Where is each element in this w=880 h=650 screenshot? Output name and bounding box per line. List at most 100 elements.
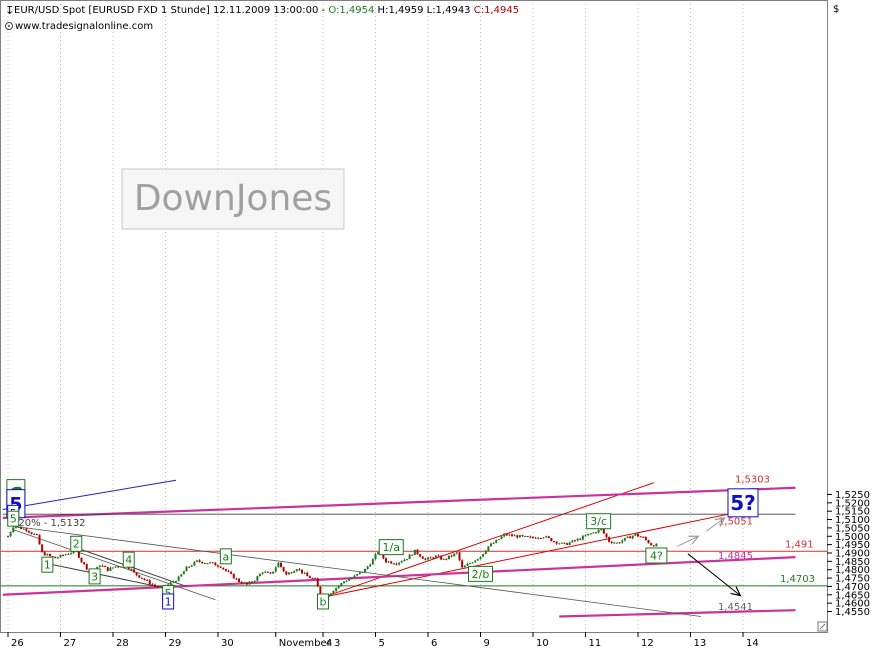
plot-frame (0, 0, 828, 633)
candle-body (568, 542, 571, 545)
candle-body (112, 567, 114, 569)
candle-body (518, 535, 521, 538)
low-value: L:1,4943 (423, 5, 470, 16)
candle-body (33, 533, 36, 535)
candle-body (140, 577, 143, 579)
candle-body (219, 566, 222, 568)
candle-body (30, 532, 33, 534)
candle-body (484, 550, 487, 554)
x-tick-label: 4 (326, 638, 332, 649)
candle-body (25, 528, 28, 531)
wave-label: 5 (10, 513, 17, 526)
candle-body (471, 562, 474, 564)
candle-body (245, 582, 248, 585)
x-tick-label: 12 (641, 638, 654, 649)
wave-label-box (162, 593, 175, 610)
candle-body (479, 556, 482, 559)
candle-body (154, 584, 156, 587)
x-tick-label: 5 (379, 638, 385, 649)
candle-body (508, 534, 511, 536)
candle-body (521, 535, 524, 537)
projection-arrow (687, 553, 741, 597)
candle-body (377, 552, 380, 555)
candle-body (461, 560, 464, 568)
candle-body (314, 578, 317, 580)
candle-body (227, 570, 230, 572)
candle-body (106, 567, 109, 571)
candle-body (429, 557, 432, 559)
candle-body (49, 554, 51, 557)
wave-label-box (586, 513, 612, 530)
x-tick-label: 30 (221, 638, 234, 649)
wave-label: 3 (91, 570, 98, 583)
wave-label-box (7, 510, 20, 527)
candle-body (618, 542, 621, 544)
candle-body (211, 562, 214, 564)
candle-body (151, 584, 154, 586)
candle-body (41, 544, 44, 553)
candle-body (623, 537, 626, 541)
candle-body (427, 557, 429, 560)
candle-body (77, 550, 80, 558)
candle-body (592, 532, 595, 534)
candle-body (482, 553, 485, 557)
candle-body (366, 566, 369, 570)
candle-body (180, 574, 183, 577)
candle-body (201, 561, 204, 564)
trendline-black (13, 525, 702, 617)
candle-body (143, 578, 146, 580)
candle-body (424, 558, 427, 560)
candle-body (17, 527, 20, 529)
candle-body (303, 572, 306, 574)
y-tick-label: 1,5250 (835, 490, 870, 501)
candle-body (311, 578, 314, 580)
candle-body (282, 567, 285, 572)
trendline-magenta (2, 486, 796, 519)
candle-body (390, 561, 393, 564)
candle-body (109, 567, 112, 571)
candle-body (539, 538, 542, 540)
candle-body (437, 555, 440, 557)
candle-body (345, 580, 348, 582)
candle-body (432, 557, 435, 559)
trendline-gray (44, 562, 166, 589)
x-tick-label: 29 (169, 638, 182, 649)
x-tick-label: 14 (746, 638, 759, 649)
candle-body (251, 581, 254, 583)
candle-body (555, 541, 558, 544)
candle-body (413, 549, 416, 555)
close-value: C:1,4945 (471, 5, 520, 16)
candle-body (98, 565, 101, 567)
candle-body (46, 554, 49, 556)
candle-body (584, 535, 587, 537)
wave-label: 3/c (590, 515, 607, 528)
candle-body (264, 571, 267, 573)
candle-body (476, 558, 479, 561)
candle-body (361, 572, 364, 574)
candle-body (529, 536, 532, 538)
candle-body (626, 536, 629, 538)
cursor-icon[interactable]: ↧ (5, 4, 14, 17)
x-tick-label: 27 (64, 638, 77, 649)
resize-icon[interactable] (817, 621, 828, 632)
candle-body (524, 536, 527, 538)
candle-body (406, 559, 408, 561)
candle-body (172, 581, 175, 583)
candle-body (534, 537, 537, 539)
candle-body (608, 537, 611, 542)
candle-body (474, 560, 477, 563)
y-tick-label: 1,4750 (835, 574, 870, 585)
candle-body (319, 586, 322, 596)
wave-label: a (223, 550, 230, 563)
candle-body (385, 558, 387, 563)
candle-body (20, 527, 23, 530)
candle-body (610, 541, 613, 544)
y-tick-label: 1,4850 (835, 557, 870, 568)
x-tick-label: 6 (431, 638, 437, 649)
candle-body (114, 566, 117, 568)
menu-grip-icon[interactable] (5, 22, 13, 30)
candle-body (382, 553, 385, 559)
candle-body (600, 528, 603, 530)
candle-body (495, 540, 498, 543)
wave-label-box (122, 551, 135, 568)
